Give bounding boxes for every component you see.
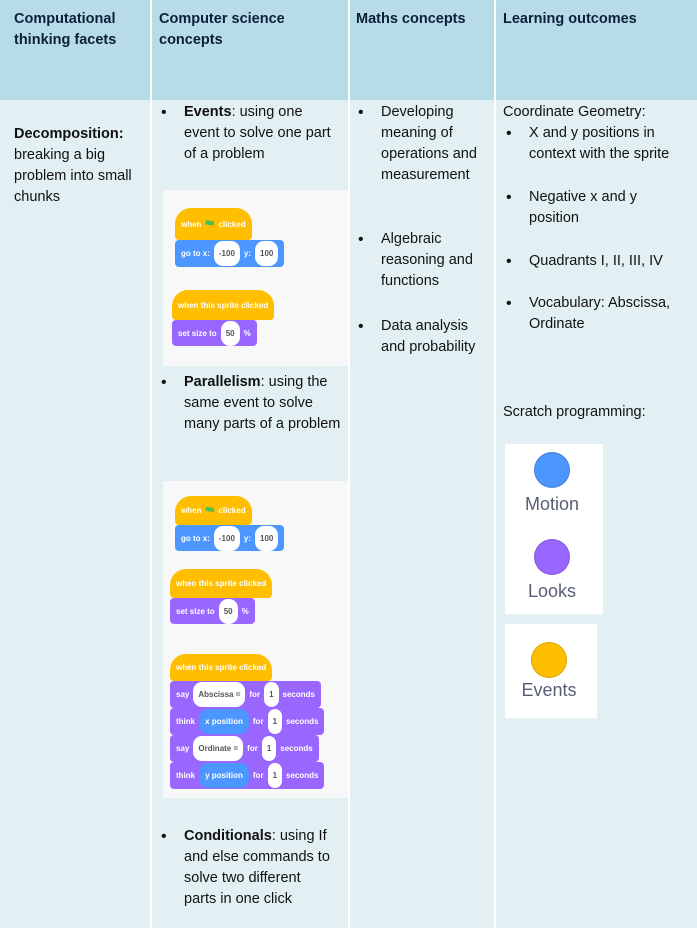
block-input: -100 bbox=[213, 525, 240, 551]
scratch-block: when this sprite clicked bbox=[170, 569, 273, 598]
block-text: clicked bbox=[218, 506, 246, 515]
category-circle bbox=[531, 642, 567, 678]
block-text: for bbox=[252, 771, 264, 780]
header-cell: Maths concepts bbox=[356, 11, 466, 27]
block-text: for bbox=[249, 690, 261, 699]
block-text: seconds bbox=[286, 771, 319, 780]
block-text: set size to bbox=[178, 328, 217, 338]
column-separator bbox=[494, 0, 496, 928]
outcome-item: X and y positions in context with the sp… bbox=[506, 123, 689, 165]
block-text: seconds bbox=[282, 690, 315, 699]
scratch-block: when clicked bbox=[175, 208, 252, 240]
concept-text: : using one event to solve one part of a… bbox=[184, 104, 331, 162]
block-text: when this sprite clicked bbox=[176, 663, 267, 672]
concept-text: : using the same event to solve many par… bbox=[184, 374, 341, 432]
block-input: 50 bbox=[218, 598, 238, 624]
block-input: 100 bbox=[255, 525, 279, 551]
block-text: go to x: bbox=[181, 533, 210, 543]
scratch-heading: Scratch programming: bbox=[503, 404, 646, 420]
block-text: when this sprite clicked bbox=[176, 579, 267, 588]
category-circle bbox=[534, 539, 570, 575]
facet-cell: Decomposition: breaking a big problem in… bbox=[14, 124, 142, 208]
scratch-block: say Abscissa = for 1 seconds bbox=[170, 681, 321, 708]
outcome-item: Vocabulary: Abscissa, Ordinate bbox=[506, 293, 694, 335]
category-label: Looks bbox=[527, 581, 577, 601]
block-input: 1 bbox=[264, 682, 279, 707]
maths-item: Developing meaning of operations and mea… bbox=[358, 102, 489, 186]
concept-term: Parallelism bbox=[184, 374, 261, 390]
block-text: when bbox=[181, 219, 202, 229]
category-label: Motion bbox=[524, 494, 580, 514]
category-circle bbox=[534, 452, 570, 488]
block-input: 50 bbox=[220, 320, 240, 346]
block-input: 100 bbox=[255, 241, 279, 266]
block-reporter: x position bbox=[199, 709, 249, 734]
concept-term: Events bbox=[184, 104, 232, 120]
block-text: think bbox=[176, 771, 196, 780]
block-text: % bbox=[243, 328, 251, 338]
scratch-block: when this sprite clicked bbox=[172, 290, 275, 320]
concept-item: Conditionals: using If and else commands… bbox=[161, 826, 334, 910]
block-text: seconds bbox=[286, 717, 319, 726]
outcome-heading: Coordinate Geometry: bbox=[503, 104, 646, 120]
block-text: seconds bbox=[280, 744, 313, 753]
scratch-block: think x position for 1 seconds bbox=[170, 708, 325, 735]
outcome-item: Quadrants I, II, III, IV bbox=[506, 251, 689, 272]
block-text: think bbox=[176, 717, 196, 726]
facet-term: Decomposition: bbox=[14, 126, 124, 142]
category-label: Events bbox=[521, 680, 577, 700]
maths-item: Data analysis and probability bbox=[358, 316, 489, 358]
scratch-block: set size to 50% bbox=[170, 598, 255, 624]
block-input: -100 bbox=[213, 241, 240, 266]
scratch-block: go to x: -100 y: 100 bbox=[175, 240, 285, 267]
scratch-block: set size to 50% bbox=[172, 320, 257, 346]
block-text: clicked bbox=[218, 219, 246, 229]
block-text: say bbox=[176, 690, 190, 699]
block-text: y: bbox=[243, 249, 252, 258]
block-input: Ordinate = bbox=[193, 736, 244, 761]
header-cell: Computational thinking facets bbox=[14, 11, 117, 48]
block-text: y: bbox=[243, 533, 252, 543]
block-text: for bbox=[247, 744, 258, 753]
block-input: 1 bbox=[261, 736, 277, 761]
column-separator bbox=[150, 0, 152, 928]
column-separator bbox=[348, 0, 350, 928]
scratch-block: say Ordinate = for 1 seconds bbox=[170, 735, 319, 762]
block-text: say bbox=[176, 744, 190, 753]
block-input: 1 bbox=[267, 709, 283, 734]
block-text: set size to bbox=[176, 606, 215, 616]
block-text: go to x: bbox=[181, 249, 210, 258]
block-text: when bbox=[181, 506, 202, 515]
block-input: Abscissa = bbox=[193, 682, 246, 707]
concept-item: Events: using one event to solve one par… bbox=[161, 102, 339, 165]
block-input: 1 bbox=[267, 763, 283, 788]
maths-item: Algebraic reasoning and functions bbox=[358, 229, 489, 292]
scratch-block: when this sprite clicked bbox=[170, 654, 273, 681]
block-text: for bbox=[252, 717, 264, 726]
block-text: % bbox=[241, 606, 249, 616]
scratch-block: think y position for 1 seconds bbox=[170, 762, 325, 789]
block-text: when this sprite clicked bbox=[178, 300, 269, 310]
outcome-item: Negative x and y position bbox=[506, 187, 689, 229]
green-flag-icon bbox=[205, 506, 215, 515]
concept-text: : using If and else commands to solve tw… bbox=[184, 828, 330, 907]
concept-term: Conditionals bbox=[184, 828, 272, 844]
concept-item: Parallelism: using the same event to sol… bbox=[161, 372, 342, 435]
green-flag-icon bbox=[205, 220, 215, 228]
header-cell: Computer science concepts bbox=[159, 11, 285, 48]
header-cell: Learning outcomes bbox=[503, 11, 637, 27]
scratch-block: when clicked bbox=[175, 496, 252, 525]
scratch-block: go to x: -100 y: 100 bbox=[175, 525, 285, 551]
block-reporter: y position bbox=[199, 763, 249, 788]
facet-text: breaking a big problem into small chunks bbox=[14, 147, 132, 205]
